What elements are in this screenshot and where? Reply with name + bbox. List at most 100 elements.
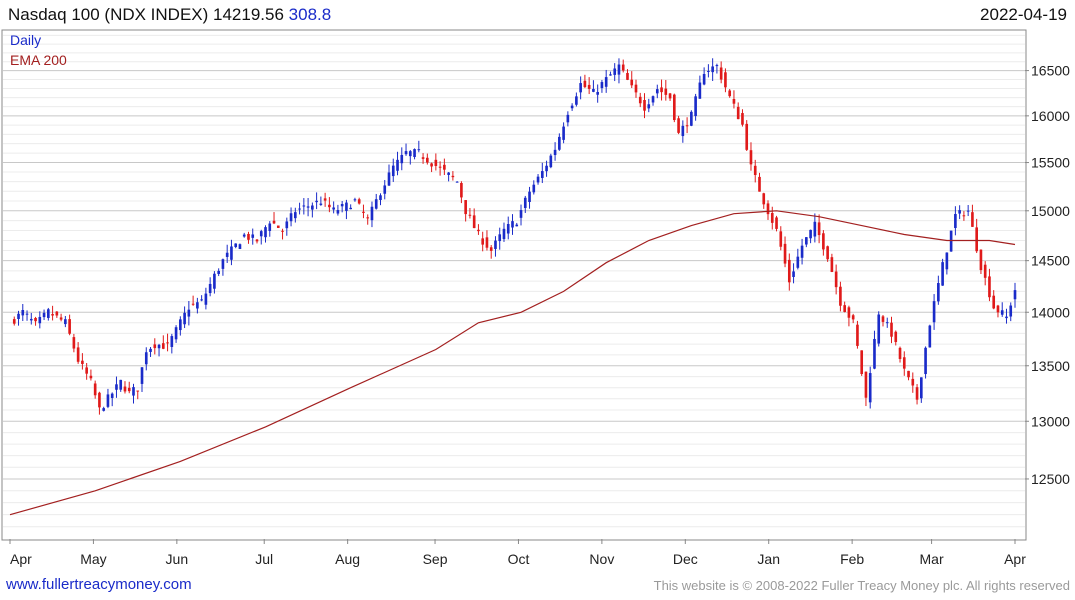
candle-up — [298, 202, 301, 215]
candle-body — [225, 252, 229, 257]
y-tick-label: 13500 — [1031, 358, 1070, 374]
candle-down — [136, 390, 140, 400]
candle-body — [523, 197, 527, 208]
candle-up — [647, 98, 651, 113]
candle-body — [302, 205, 306, 207]
candle-up — [225, 244, 229, 263]
candle-up — [179, 316, 182, 336]
candle-body — [200, 299, 203, 301]
candle-up — [617, 58, 621, 84]
candle-up — [885, 317, 889, 328]
candle-body — [144, 352, 148, 365]
candle-up — [38, 311, 42, 329]
candle-body — [515, 224, 519, 227]
candle-up — [183, 306, 186, 329]
candle-up — [945, 252, 949, 275]
candle-up — [651, 95, 655, 106]
candle-body — [98, 392, 101, 408]
candle-down — [638, 92, 642, 108]
candle-body — [353, 199, 357, 201]
candle-body — [191, 303, 195, 305]
candle-body — [783, 243, 787, 264]
x-tick-label: Jan — [757, 551, 780, 567]
candle-up — [813, 213, 817, 243]
candle-up — [25, 310, 29, 321]
candle-up — [268, 221, 272, 237]
candle-up — [106, 388, 110, 409]
ema-line — [9, 210, 1016, 516]
candle-body — [749, 150, 753, 165]
y-tick-label: 14500 — [1031, 253, 1070, 269]
candle-up — [515, 222, 519, 227]
candle-up — [1013, 282, 1017, 308]
candle-up — [494, 236, 497, 257]
footer-link[interactable]: www.fullertreacymoney.com — [6, 576, 192, 593]
candle-body — [851, 315, 855, 320]
candle-up — [21, 303, 25, 322]
candle-up — [519, 204, 523, 226]
candle-up — [805, 237, 808, 248]
candle-body — [566, 114, 570, 123]
candle-body — [745, 123, 749, 150]
candle-body — [813, 221, 817, 237]
x-tick-label: Apr — [1004, 551, 1026, 567]
candle-down — [421, 153, 425, 164]
candle-down — [864, 371, 868, 407]
candle-body — [357, 199, 361, 204]
candle-down — [583, 74, 587, 89]
x-tick-label: Apr — [10, 551, 32, 567]
candle-down — [464, 200, 467, 222]
candle-body — [340, 203, 344, 207]
candle-down — [85, 362, 88, 380]
candle-down — [894, 330, 898, 346]
candle-body — [792, 271, 795, 277]
candle-body — [775, 217, 778, 229]
candle-down — [741, 109, 744, 127]
candle-up — [566, 111, 570, 127]
candle-down — [762, 192, 766, 209]
candle-body — [328, 204, 331, 208]
candle-body — [553, 149, 557, 156]
candle-body — [464, 200, 467, 215]
candle-body — [545, 165, 548, 172]
candle-body — [592, 88, 595, 92]
candle-up — [937, 275, 940, 305]
candle-body — [276, 225, 280, 228]
candle-body — [396, 159, 399, 171]
candle-down — [323, 192, 327, 207]
candle-body — [319, 203, 323, 205]
candle-down — [749, 142, 753, 171]
candle-body — [119, 379, 123, 390]
candle-body — [272, 220, 276, 224]
candle-down — [477, 224, 480, 235]
candle-body — [587, 84, 591, 89]
copyright-text: This website is © 2008-2022 Fuller Treac… — [653, 578, 1070, 593]
candle-body — [617, 64, 621, 75]
candle-body — [311, 205, 314, 210]
candle-body — [25, 313, 29, 315]
candle-up — [800, 238, 804, 265]
candle-down — [366, 214, 370, 225]
candle-body — [12, 319, 16, 324]
candle-up — [336, 204, 340, 216]
candle-up — [809, 229, 812, 244]
candle-body — [127, 387, 131, 392]
candle-up — [140, 367, 144, 392]
candle-body — [362, 211, 365, 213]
candle-body — [421, 157, 425, 159]
candle-up — [289, 207, 293, 227]
candle-down — [890, 316, 893, 344]
candle-body — [762, 193, 766, 205]
candle-up — [528, 186, 531, 209]
candle-body — [919, 377, 923, 399]
candle-down — [587, 77, 591, 95]
candle-up — [575, 92, 578, 107]
candle-up — [379, 193, 382, 206]
candle-up — [285, 217, 289, 236]
candle-up — [370, 201, 374, 228]
candle-up — [1005, 308, 1008, 324]
candle-body — [468, 214, 472, 216]
candle-down — [468, 208, 472, 219]
candle-down — [621, 59, 625, 73]
candle-body — [715, 65, 719, 67]
